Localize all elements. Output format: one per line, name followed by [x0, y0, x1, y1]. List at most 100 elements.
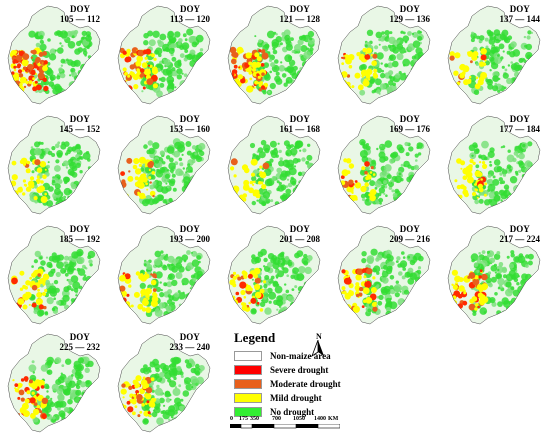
scale-tick: 350 — [250, 416, 259, 422]
doy-title: DOY — [289, 4, 310, 14]
drought-map — [7, 115, 101, 215]
doy-range: 145 — 152 — [59, 124, 101, 134]
map-panel: DOY 161 — 168 — [222, 112, 326, 218]
doy-label: DOY 193 — 200 — [170, 224, 211, 244]
doy-range: 177 — 184 — [499, 124, 541, 134]
drought-map — [117, 225, 211, 325]
legend-label-mild: Mild drought — [270, 393, 322, 403]
doy-range: 233 — 240 — [169, 342, 211, 352]
doy-title: DOY — [69, 224, 90, 234]
map-panel: DOY 169 — 176 — [332, 112, 436, 218]
doy-title: DOY — [509, 224, 530, 234]
doy-range: 137 — 144 — [499, 14, 541, 24]
drought-map — [337, 5, 431, 105]
scale-tick: 700 — [272, 416, 281, 422]
map-panel: DOY 137 — 144 — [442, 2, 546, 108]
doy-range: 113 — 120 — [169, 14, 210, 24]
doy-title: DOY — [509, 114, 530, 124]
drought-map — [117, 115, 211, 215]
scale-unit: KM — [328, 416, 339, 422]
doy-title: DOY — [179, 224, 200, 234]
map-panel: DOY 177 — 184 — [442, 112, 546, 218]
map-panel: DOY 153 — 160 — [112, 112, 216, 218]
map-panel: DOY 225 — 232 — [2, 330, 106, 436]
drought-map — [227, 5, 321, 105]
doy-label: DOY 225 — 232 — [60, 332, 101, 352]
legend-label-non-maize: Non-maize area — [270, 351, 331, 361]
map-panel: DOY 145 — 152 — [2, 112, 106, 218]
doy-range: 225 — 232 — [59, 342, 101, 352]
drought-map — [7, 225, 101, 325]
drought-map — [7, 333, 101, 433]
legend-label-moderate: Moderate drought — [270, 379, 341, 389]
legend-swatch-moderate — [234, 379, 262, 389]
doy-range: 185 — 192 — [59, 234, 101, 244]
doy-range: 193 — 200 — [169, 234, 211, 244]
doy-label: DOY 113 — 120 — [170, 4, 210, 24]
scale-bar: 0 175 350 700 1050 1400 KM — [230, 416, 440, 436]
map-panel: DOY 121 — 128 — [222, 2, 326, 108]
scale-tick: 0 — [230, 416, 233, 422]
doy-label: DOY 153 — 160 — [170, 114, 211, 134]
doy-title: DOY — [69, 4, 90, 14]
doy-range: 169 — 176 — [389, 124, 431, 134]
doy-label: DOY 169 — 176 — [390, 114, 431, 134]
doy-title: DOY — [289, 114, 310, 124]
map-panel: DOY 129 — 136 — [332, 2, 436, 108]
map-panel: DOY 201 — 208 — [222, 222, 326, 328]
map-panel: DOY 217 — 224 — [442, 222, 546, 328]
legend-label-no-drought: No drought — [270, 407, 315, 417]
doy-label: DOY 201 — 208 — [280, 224, 321, 244]
doy-label: DOY 233 — 240 — [170, 332, 211, 352]
map-panel: DOY 185 — 192 — [2, 222, 106, 328]
doy-title: DOY — [179, 332, 200, 342]
map-panel: DOY 105 — 112 — [2, 2, 106, 108]
drought-map — [227, 115, 321, 215]
scale-tick: 175 — [239, 416, 248, 422]
doy-title: DOY — [179, 4, 200, 14]
doy-label: DOY 177 — 184 — [500, 114, 541, 134]
doy-title: DOY — [399, 224, 420, 234]
doy-title: DOY — [69, 114, 90, 124]
drought-map — [117, 333, 211, 433]
doy-range: 217 — 224 — [499, 234, 541, 244]
drought-map — [117, 5, 211, 105]
doy-range: 153 — 160 — [169, 124, 211, 134]
doy-title: DOY — [509, 4, 530, 14]
legend-swatch-severe — [234, 365, 262, 375]
drought-map — [447, 5, 541, 105]
doy-title: DOY — [179, 114, 200, 124]
doy-label: DOY 209 — 216 — [390, 224, 431, 244]
doy-title: DOY — [69, 332, 90, 342]
legend-title: Legend — [234, 330, 276, 345]
doy-label: DOY 185 — 192 — [60, 224, 101, 244]
doy-range: 161 — 168 — [279, 124, 321, 134]
doy-label: DOY 105 — 112 — [60, 4, 100, 24]
drought-map — [447, 225, 541, 325]
doy-label: DOY 145 — 152 — [60, 114, 101, 134]
doy-label: DOY 161 — 168 — [280, 114, 321, 134]
drought-map — [447, 115, 541, 215]
doy-title: DOY — [289, 224, 310, 234]
doy-range: 121 — 128 — [279, 14, 321, 24]
north-label: N — [316, 332, 322, 341]
map-panel: DOY 193 — 200 — [112, 222, 216, 328]
doy-label: DOY 129 — 136 — [390, 4, 431, 24]
drought-map — [7, 5, 101, 105]
doy-range: 105 — 112 — [59, 14, 100, 24]
doy-title: DOY — [399, 114, 420, 124]
doy-range: 209 — 216 — [389, 234, 431, 244]
north-arrow-icon: N — [310, 332, 326, 358]
drought-map — [337, 115, 431, 215]
scale-tick: 1050 — [293, 416, 305, 422]
legend-swatch-mild — [234, 393, 262, 403]
scale-tick: 1400 — [314, 416, 326, 422]
doy-title: DOY — [399, 4, 420, 14]
doy-label: DOY 137 — 144 — [500, 4, 541, 24]
doy-label: DOY 217 — 224 — [500, 224, 541, 244]
map-panel: DOY 233 — 240 — [112, 330, 216, 436]
drought-map — [227, 225, 321, 325]
drought-map — [337, 225, 431, 325]
map-panel: DOY 113 — 120 — [112, 2, 216, 108]
doy-range: 201 — 208 — [279, 234, 321, 244]
